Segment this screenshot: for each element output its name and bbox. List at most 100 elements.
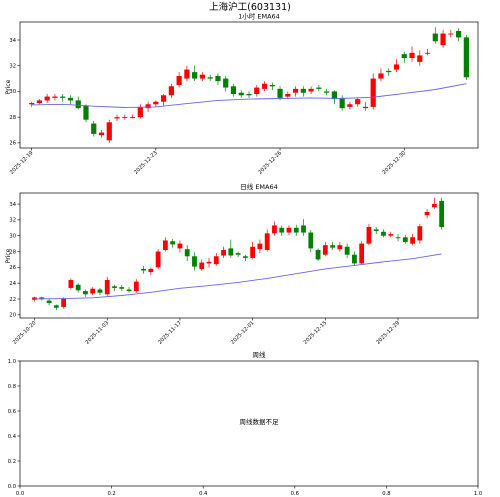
weekly-no-data-message: 周线数据不足 xyxy=(240,417,280,426)
daily-candle-body xyxy=(46,300,52,303)
daily-candle-body xyxy=(104,280,110,295)
hourly-y-tick-label: 32 xyxy=(9,64,16,70)
hourly-x-tick-label: 2025-12-30 xyxy=(382,150,408,176)
weekly-x-tick-label: 0.2 xyxy=(107,491,115,497)
hourly-candle-body xyxy=(83,105,89,120)
weekly-x-tick-label: 0.4 xyxy=(199,491,208,497)
daily-chart-panel: 日线 EMA64 Price 20 22 24 26 28 30 32 34 2025-10-2… xyxy=(5,182,479,346)
hourly-candle-body xyxy=(230,86,237,94)
hourly-candle-body xyxy=(29,103,35,105)
hourly-x-tick-label: 2025-12-26 xyxy=(257,150,283,176)
daily-candle-body xyxy=(257,243,263,250)
weekly-x-tick-label: 0.0 xyxy=(16,491,24,497)
daily-y-tick-label: 26 xyxy=(9,265,16,271)
daily-candle-body xyxy=(388,234,394,236)
hourly-candle-body xyxy=(324,91,330,93)
daily-y-tick-label: 30 xyxy=(9,234,16,240)
hourly-candle-body xyxy=(409,52,415,58)
weekly-y-tick-label: 0.2 xyxy=(8,459,16,465)
daily-candle-body xyxy=(279,227,285,233)
daily-candle-body xyxy=(75,284,81,291)
hourly-candle-body xyxy=(199,74,206,79)
hourly-ema64-line xyxy=(31,83,467,108)
daily-x-tick-label: 2025-12-29 xyxy=(375,320,401,346)
hourly-chart-panel: 1小时 EMA64 Price 26 28 30 32 34 2025-12-19 2025… xyxy=(5,12,479,176)
daily-ema64-line xyxy=(34,253,442,300)
hourly-candle-body xyxy=(362,106,369,109)
hourly-candle-body xyxy=(36,100,43,103)
daily-candle-body xyxy=(148,268,154,273)
daily-axes-frame xyxy=(19,192,479,319)
hourly-candle-body xyxy=(440,33,446,46)
daily-y-axis-label: Price xyxy=(5,248,12,263)
daily-candle-body xyxy=(155,251,161,268)
daily-candle-body xyxy=(126,289,132,292)
daily-candle-body xyxy=(213,256,219,265)
daily-candle-body xyxy=(250,246,256,258)
weekly-x-tick-label: 0.8 xyxy=(382,491,390,497)
daily-candle-body xyxy=(68,280,74,288)
daily-candle-body xyxy=(235,253,241,255)
daily-candle-body xyxy=(184,249,190,257)
hourly-candle-body xyxy=(223,78,229,88)
daily-candle-body xyxy=(359,243,365,264)
daily-candle-body xyxy=(381,231,386,236)
hourly-candle-body xyxy=(370,78,376,107)
daily-candle-body xyxy=(293,227,299,233)
hourly-y-tick-label: 30 xyxy=(9,89,16,95)
hourly-candle-body xyxy=(192,72,198,79)
daily-candle-body xyxy=(373,229,379,231)
hourly-candle-body xyxy=(44,96,50,101)
daily-candle-body xyxy=(337,245,343,250)
daily-x-tick-label: 2025-11-03 xyxy=(85,320,111,346)
daily-candle-body xyxy=(272,225,277,234)
hourly-candle-body xyxy=(91,123,97,134)
daily-x-tick-label: 2025-11-17 xyxy=(157,320,183,346)
daily-candle-body xyxy=(417,226,423,241)
hourly-candle-body xyxy=(261,83,268,89)
daily-candle-body xyxy=(221,249,226,256)
daily-candle-body xyxy=(39,297,45,300)
weekly-axes-frame xyxy=(19,360,479,487)
hourly-candle-body xyxy=(153,101,159,105)
daily-y-tick-label: 20 xyxy=(9,313,16,319)
hourly-candle-body xyxy=(300,88,306,93)
hourly-chart-title: 1小时 EMA64 xyxy=(238,12,280,21)
daily-y-tick-label: 22 xyxy=(9,297,16,303)
hourly-candle-body xyxy=(331,91,337,100)
daily-candle-body xyxy=(228,248,234,256)
daily-candle-body xyxy=(170,241,176,245)
hourly-candle-body xyxy=(122,117,128,119)
hourly-candle-body xyxy=(184,69,190,79)
daily-candle-body xyxy=(395,237,401,239)
hourly-candle-body xyxy=(161,95,167,102)
hourly-candle-body xyxy=(246,94,252,96)
hourly-axes-frame xyxy=(19,21,479,149)
daily-candle-body xyxy=(141,268,146,271)
weekly-chart-panel: 周线 周线数据不足 0.0 0.2 0.4 0.6 0.8 1.0 0.0 0.2 0.4 0.6… xyxy=(8,350,482,497)
hourly-x-tick-label: 2025-12-19 xyxy=(9,150,35,176)
daily-y-tick-label: 28 xyxy=(9,249,16,255)
figure-title: 上海沪工(603131) xyxy=(209,1,291,13)
hourly-candle-body xyxy=(285,94,291,97)
daily-candle-body xyxy=(119,287,125,289)
daily-y-tick-label: 32 xyxy=(9,218,16,224)
hourly-candle-body xyxy=(207,77,213,79)
daily-candle-body xyxy=(53,305,59,308)
daily-candle-body xyxy=(424,211,430,216)
daily-candle-body xyxy=(162,240,168,250)
hourly-candle-body xyxy=(316,87,322,89)
daily-x-tick-label: 2025-12-15 xyxy=(303,320,329,346)
daily-candle-body xyxy=(439,200,445,228)
daily-candle-body xyxy=(90,288,96,294)
hourly-candle-body xyxy=(424,52,431,54)
hourly-y-tick-label: 28 xyxy=(9,115,16,121)
daily-candle-body xyxy=(199,262,205,269)
hourly-x-tick-label: 2025-12-23 xyxy=(133,150,159,176)
daily-candle-body xyxy=(322,245,328,255)
weekly-y-tick-label: 0.8 xyxy=(8,384,16,390)
hourly-y-tick-label: 26 xyxy=(9,141,16,147)
daily-candle-body xyxy=(177,243,183,249)
